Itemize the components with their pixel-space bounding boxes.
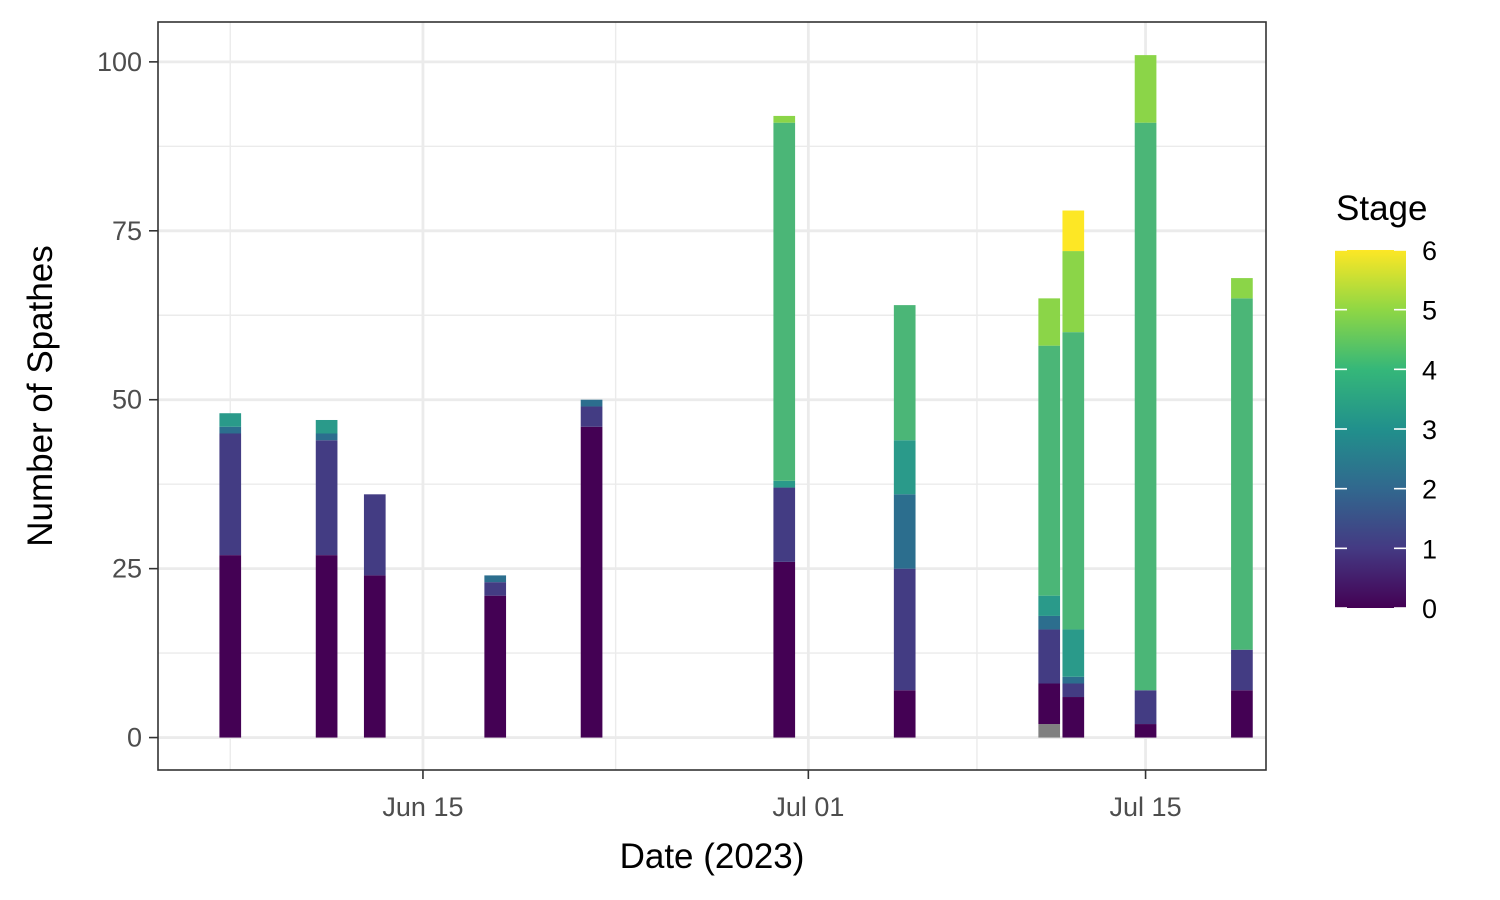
bar-segment-stage-5 [1038, 298, 1061, 346]
bar-segment-stage-4 [1062, 332, 1085, 630]
legend-label: 3 [1422, 415, 1437, 445]
bar-segment-stage-5 [773, 115, 796, 123]
bar-segment-stage-0 [773, 561, 796, 738]
bar-segment-stage-0 [1062, 697, 1085, 738]
bar-segment-stage-4 [773, 122, 796, 481]
y-axis: 0 25 50 75 100 [97, 47, 158, 753]
bar-segment-stage-0 [219, 555, 242, 738]
bar-segment-stage-2 [1038, 615, 1061, 630]
bar-segment-stage-0 [1038, 683, 1061, 725]
bar-segment-stage-4 [1038, 345, 1061, 596]
legend-label: 6 [1422, 236, 1437, 266]
y-tick-label: 100 [97, 47, 142, 77]
bar-segment-stage-2 [893, 494, 916, 569]
bar-segment-stage-0 [1231, 690, 1253, 738]
bar-segment-stage-1 [580, 406, 603, 427]
legend-label: 5 [1422, 296, 1437, 326]
x-axis-title: Date (2023) [620, 837, 805, 876]
legend-label: 1 [1422, 534, 1437, 564]
bar-segment-stage-na [1038, 724, 1061, 738]
bar-segment-stage-3 [315, 419, 338, 434]
bar-segment-stage-2 [580, 399, 603, 407]
x-axis: Jun 15 Jul 01 Jul 15 [382, 770, 1182, 822]
bar-segment-stage-0 [580, 426, 603, 738]
bar-segment-stage-3 [893, 440, 916, 495]
bar-segment-stage-5 [1134, 55, 1157, 123]
bar-segment-stage-5 [1231, 278, 1253, 299]
bar-segment-stage-3 [1038, 595, 1061, 616]
bar-segment-stage-2 [484, 575, 507, 583]
bar-segment-stage-5 [1062, 251, 1085, 333]
x-tick-label: Jul 15 [1110, 792, 1182, 822]
bar-segment-stage-3 [1062, 629, 1085, 677]
bar-segment-stage-1 [1062, 683, 1085, 698]
bar-segment-stage-1 [219, 433, 242, 556]
bar-segment-stage-0 [1134, 724, 1157, 738]
legend: Stage 0 1 2 3 4 5 6 [1335, 189, 1437, 624]
bar-segment-stage-3 [219, 413, 242, 427]
y-tick-label: 50 [112, 385, 142, 415]
bar-segment-stage-2 [219, 426, 242, 434]
bar-segment-stage-1 [363, 494, 386, 576]
y-tick-label: 75 [112, 216, 142, 246]
bar-segment-stage-1 [315, 440, 338, 556]
bar-segment-stage-1 [773, 487, 796, 562]
bar-segment-stage-1 [1231, 649, 1253, 691]
legend-label: 0 [1422, 594, 1437, 624]
y-tick-label: 25 [112, 554, 142, 584]
bar-segment-stage-3 [773, 480, 796, 488]
y-tick-label: 0 [127, 723, 142, 753]
bar-segment-stage-2 [315, 433, 338, 441]
bar-segment-stage-1 [893, 568, 916, 691]
y-axis-title: Number of Spathes [21, 245, 60, 547]
legend-label: 2 [1422, 475, 1437, 505]
legend-ticks: 0 1 2 3 4 5 6 [1335, 236, 1437, 624]
bar-segment-stage-0 [893, 690, 916, 738]
bar-segment-stage-1 [484, 582, 507, 596]
bar-segment-stage-0 [484, 595, 507, 738]
bar-segment-stage-2 [1062, 676, 1085, 684]
bar-segment-stage-4 [1134, 122, 1157, 691]
bar-segment-stage-4 [893, 305, 916, 441]
x-tick-label: Jun 15 [382, 792, 463, 822]
bar-segment-stage-1 [1134, 690, 1157, 725]
bar-segment-stage-0 [315, 555, 338, 738]
bar-segment-stage-4 [1231, 298, 1253, 650]
plot-border [157, 21, 1267, 771]
legend-label: 4 [1422, 355, 1437, 385]
bar-segment-stage-1 [1038, 629, 1061, 684]
legend-title: Stage [1336, 189, 1427, 228]
bar-segment-stage-0 [363, 575, 386, 738]
bar-segment-stage-6 [1062, 210, 1085, 252]
bars [219, 55, 1253, 738]
x-tick-label: Jul 01 [772, 792, 844, 822]
